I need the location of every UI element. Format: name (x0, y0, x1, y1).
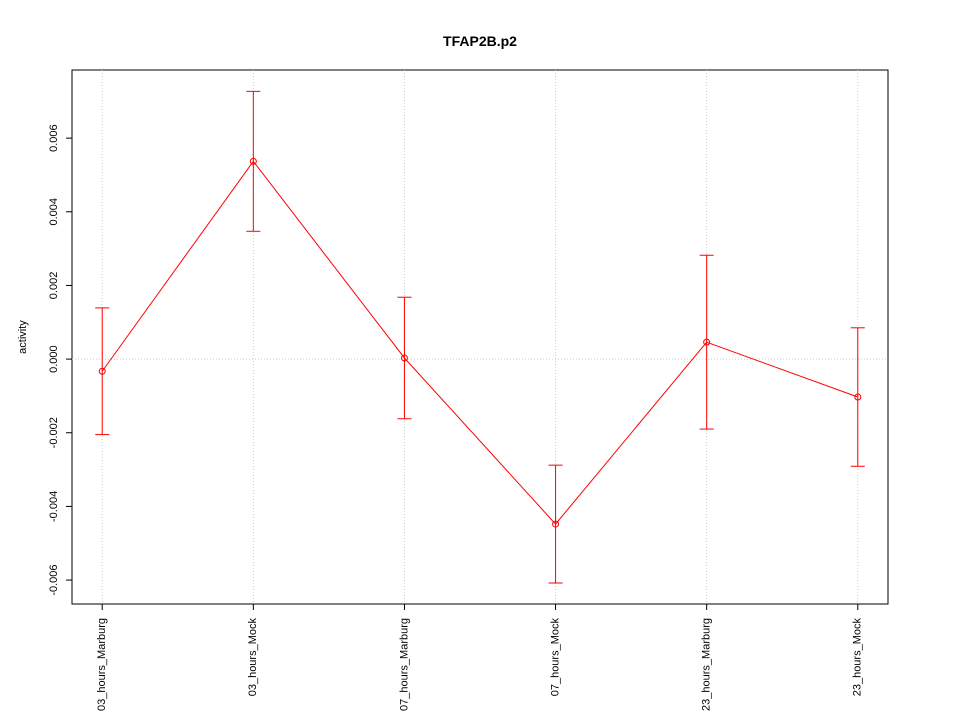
point (552, 520, 560, 528)
y-tick-label: -0.004 (48, 491, 60, 522)
y-axis-label: activity (17, 320, 29, 354)
y-tick-label: 0.002 (48, 272, 60, 300)
y-tick-label: 0.004 (48, 198, 60, 226)
x-tick-label: 03_hours_Mock (247, 618, 259, 697)
plot-frame (71, 69, 889, 605)
series-line (101, 160, 858, 525)
point (854, 393, 862, 401)
chart-title: TFAP2B.p2 (443, 33, 517, 49)
x-tick-label: 07_hours_Mock (549, 618, 561, 697)
point (249, 157, 257, 165)
y-tick-label: 0.006 (48, 124, 60, 152)
y-tick-label: -0.006 (48, 564, 60, 595)
point (400, 354, 408, 362)
y-tick-label: -0.002 (48, 417, 60, 448)
x-tick-label: 03_hours_Marburg (96, 618, 108, 711)
x-tick-label: 07_hours_Marburg (398, 618, 410, 711)
point (703, 338, 711, 346)
x-tick-label: 23_hours_Marburg (701, 618, 713, 711)
x-tick-label: 23_hours_Mock (852, 618, 864, 697)
point (98, 367, 106, 375)
y-tick-label: 0.000 (48, 345, 60, 373)
